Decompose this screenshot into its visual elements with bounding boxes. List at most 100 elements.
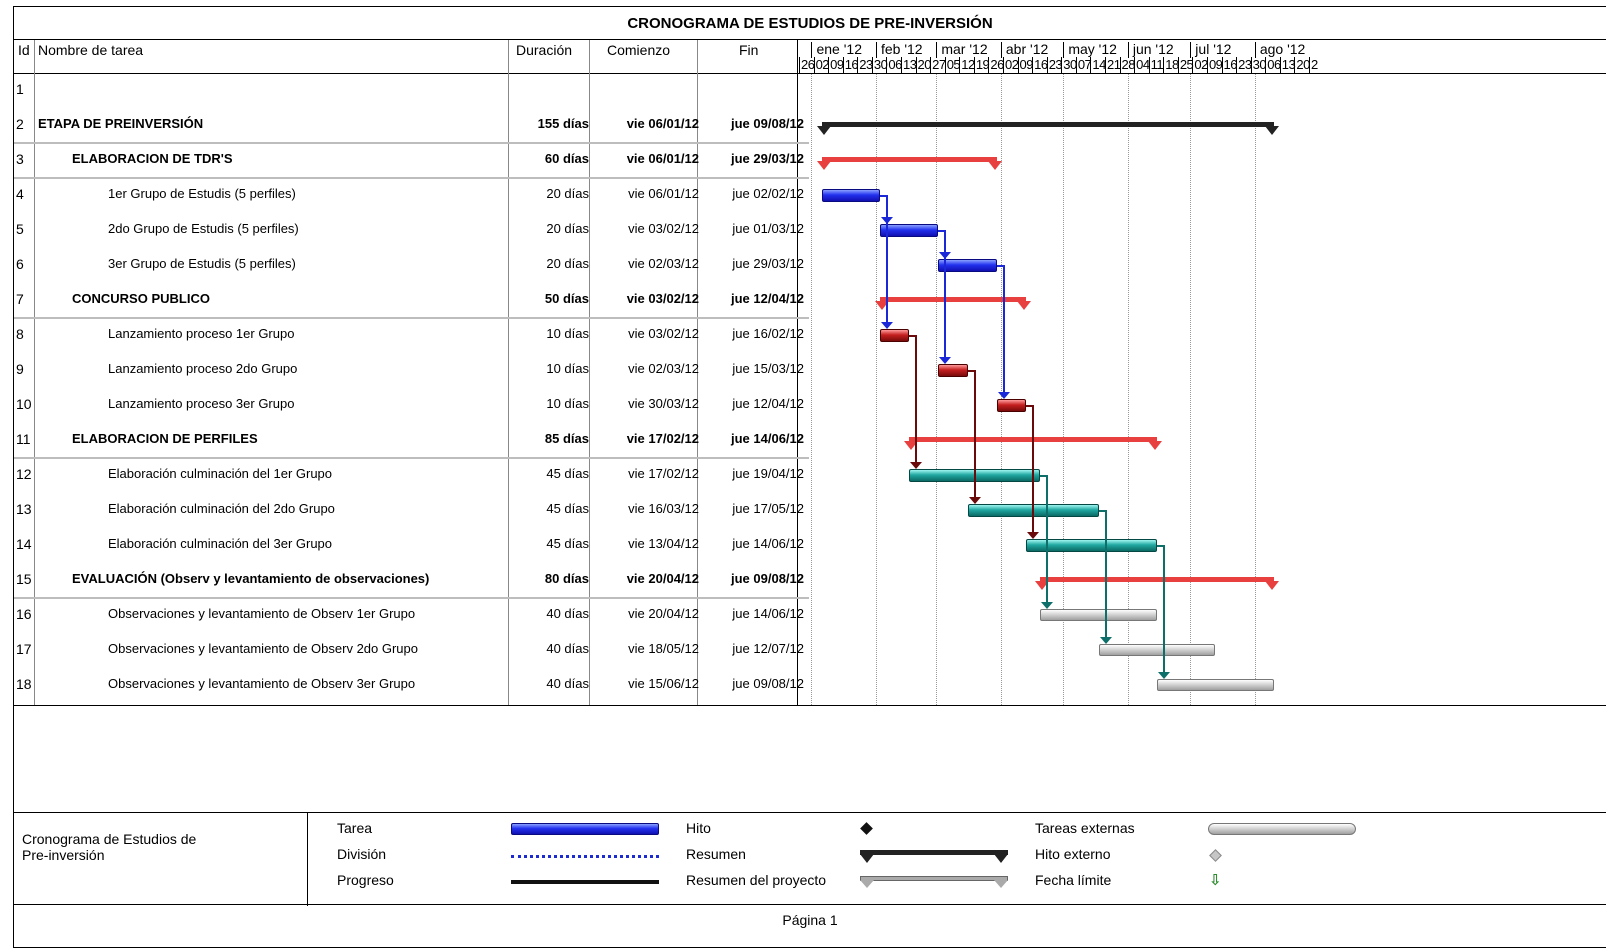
task-start: vie 03/02/12: [628, 221, 699, 236]
timeline-gridline: [811, 74, 813, 705]
task-name: 1er Grupo de Estudis (5 perfiles): [108, 186, 296, 201]
task-end: jue 12/04/12: [732, 396, 804, 411]
task-duration: 45 días: [546, 536, 589, 551]
table-header: Id Nombre de tarea Duración Comienzo Fin…: [14, 40, 1606, 74]
task-start: vie 16/03/12: [628, 501, 699, 516]
task-name: EVALUACIÓN (Observ y levantamiento de ob…: [72, 571, 430, 586]
table-row[interactable]: 18 Observaciones y levantamiento de Obser…: [14, 669, 809, 704]
task-id: 9: [16, 361, 24, 377]
task-end: jue 14/06/12: [732, 536, 804, 551]
legend-resumen-proyecto-label: Resumen del proyecto: [686, 872, 827, 888]
legend-hito-externo-label: Hito externo: [1035, 846, 1111, 862]
page-footer: Página 1: [782, 912, 838, 928]
task-id: 7: [16, 291, 24, 307]
dependency-arrow-icon: [939, 357, 952, 364]
timeline-week: 30: [1250, 57, 1267, 74]
task-end: jue 12/07/12: [732, 641, 804, 656]
task-duration: 85 días: [544, 431, 589, 446]
table-row[interactable]: 1: [14, 74, 809, 109]
dependency-arrow-icon: [881, 322, 894, 329]
dependency-link: [1031, 405, 1034, 533]
table-row[interactable]: 7 CONCURSO PUBLICO 50 días vie 03/02/12 jue …: [14, 284, 809, 319]
dependency-link: [880, 195, 889, 197]
task-end: jue 29/03/12: [731, 151, 804, 166]
summary-bar-cap: [987, 161, 1002, 170]
legend-tareas-externas-label: Tareas externas: [1035, 820, 1135, 836]
timeline-week: 26: [799, 57, 815, 74]
task-start: vie 03/02/12: [626, 291, 699, 306]
external-milestone-diamond-icon: [1209, 849, 1222, 862]
timeline-gridline: [1127, 74, 1129, 705]
table-row[interactable]: 2 ETAPA DE PREINVERSIÓN 155 días vie 06/01/…: [14, 109, 809, 144]
task-duration: 80 días: [544, 571, 589, 586]
task-end: jue 15/03/12: [732, 361, 804, 376]
chart-divider: [797, 40, 798, 705]
timeline-month: jul '12: [1190, 42, 1231, 58]
dependency-link: [886, 195, 889, 323]
summary-bar-cap: [875, 301, 890, 310]
table-row[interactable]: 3 ELABORACION DE TDR'S 60 días vie 06/01/12…: [14, 144, 809, 179]
dependency-arrow-icon: [1041, 602, 1054, 609]
external-task-bar: [1098, 644, 1216, 656]
project-summary-bar: [821, 122, 1274, 127]
timeline-week: 14: [1090, 57, 1106, 74]
task-start: vie 15/06/12: [628, 676, 699, 691]
task-id: 10: [16, 396, 32, 412]
column-header-name[interactable]: Nombre de tarea: [38, 42, 144, 58]
task-id: 2: [16, 116, 24, 132]
legend-fecha-limite-label: Fecha límite: [1035, 872, 1112, 888]
table-row[interactable]: 17 Observaciones y levantamiento de Obser…: [14, 634, 809, 669]
table-row[interactable]: 9 Lanzamiento proceso 2do Grupo 10 días vie…: [14, 354, 809, 389]
task-name: ETAPA DE PREINVERSIÓN: [38, 116, 204, 131]
task-end: jue 02/02/12: [732, 186, 804, 201]
summary-bar-cap: [816, 126, 831, 135]
legend-tarea-label: Tarea: [337, 820, 373, 836]
timeline-week: 26: [988, 57, 1004, 74]
table-row[interactable]: 11 ELABORACION DE PERFILES 85 días vie 17/0…: [14, 424, 809, 459]
legend-resumen-label: Resumen: [686, 846, 746, 862]
task-duration: 10 días: [546, 326, 589, 341]
table-row[interactable]: 4 1er Grupo de Estudis (5 perfiles) 20 día…: [14, 179, 809, 214]
table-row[interactable]: 16 Observaciones y levantamiento de Obser…: [14, 599, 809, 634]
column-divider: [697, 40, 698, 705]
task-end: jue 17/05/12: [732, 501, 804, 516]
table-row[interactable]: 10 Lanzamiento proceso 3er Grupo 10 días vi…: [14, 389, 809, 424]
legend-resumen-sample: [860, 850, 1008, 855]
task-name: Elaboración culminación del 2do Grupo: [108, 501, 335, 516]
column-header-start[interactable]: Comienzo: [607, 42, 671, 58]
dependency-arrow-icon: [1026, 532, 1039, 539]
timeline-gridline: [876, 74, 877, 705]
column-header-id[interactable]: Id: [18, 42, 30, 58]
timeline-week: 02: [1002, 57, 1019, 74]
timeline-week: 19: [973, 57, 990, 74]
task-duration: 155 días: [537, 116, 589, 131]
task-end: jue 09/08/12: [731, 571, 804, 586]
task-duration: 20 días: [546, 186, 589, 201]
dependency-link: [1025, 405, 1034, 407]
task-duration: 40 días: [546, 606, 589, 621]
table-row[interactable]: 5 2do Grupo de Estudis (5 perfiles) 20 día…: [14, 214, 809, 249]
task-bar: [821, 189, 881, 202]
task-name: Elaboración culminación del 3er Grupo: [108, 536, 333, 551]
table-row[interactable]: 15 EVALUACIÓN (Observ y levantamiento de …: [14, 564, 809, 599]
column-divider: [589, 40, 590, 705]
table-row[interactable]: 13 Elaboración culminación del 2do Grupo 4…: [14, 494, 809, 529]
table-row[interactable]: 14 Elaboración culminación del 3er Grupo 4…: [14, 529, 809, 564]
column-header-end[interactable]: Fin: [739, 42, 759, 58]
task-start: vie 06/01/12: [628, 186, 699, 201]
task-start: [597, 74, 699, 109]
task-start: vie 18/05/12: [628, 641, 699, 656]
timeline-month: abr '12: [1000, 42, 1048, 58]
timeline-month: may '12: [1063, 42, 1117, 58]
timeline-week: 04: [1134, 57, 1150, 74]
task-name: [38, 74, 518, 109]
task-name: Lanzamiento proceso 1er Grupo: [108, 326, 295, 341]
legend: Cronograma de Estudios de Pre-inversión …: [14, 812, 1606, 906]
dependency-arrow-icon: [997, 392, 1010, 399]
table-row[interactable]: 12 Elaboración culminación del 1er Grupo 4…: [14, 459, 809, 494]
task-bar: [880, 224, 939, 237]
table-row[interactable]: 6 3er Grupo de Estudis (5 perfiles) 20 día…: [14, 249, 809, 284]
column-header-duration[interactable]: Duración: [516, 42, 573, 58]
table-row[interactable]: 8 Lanzamiento proceso 1er Grupo 10 días vie…: [14, 319, 809, 354]
task-duration: 10 días: [546, 361, 589, 376]
